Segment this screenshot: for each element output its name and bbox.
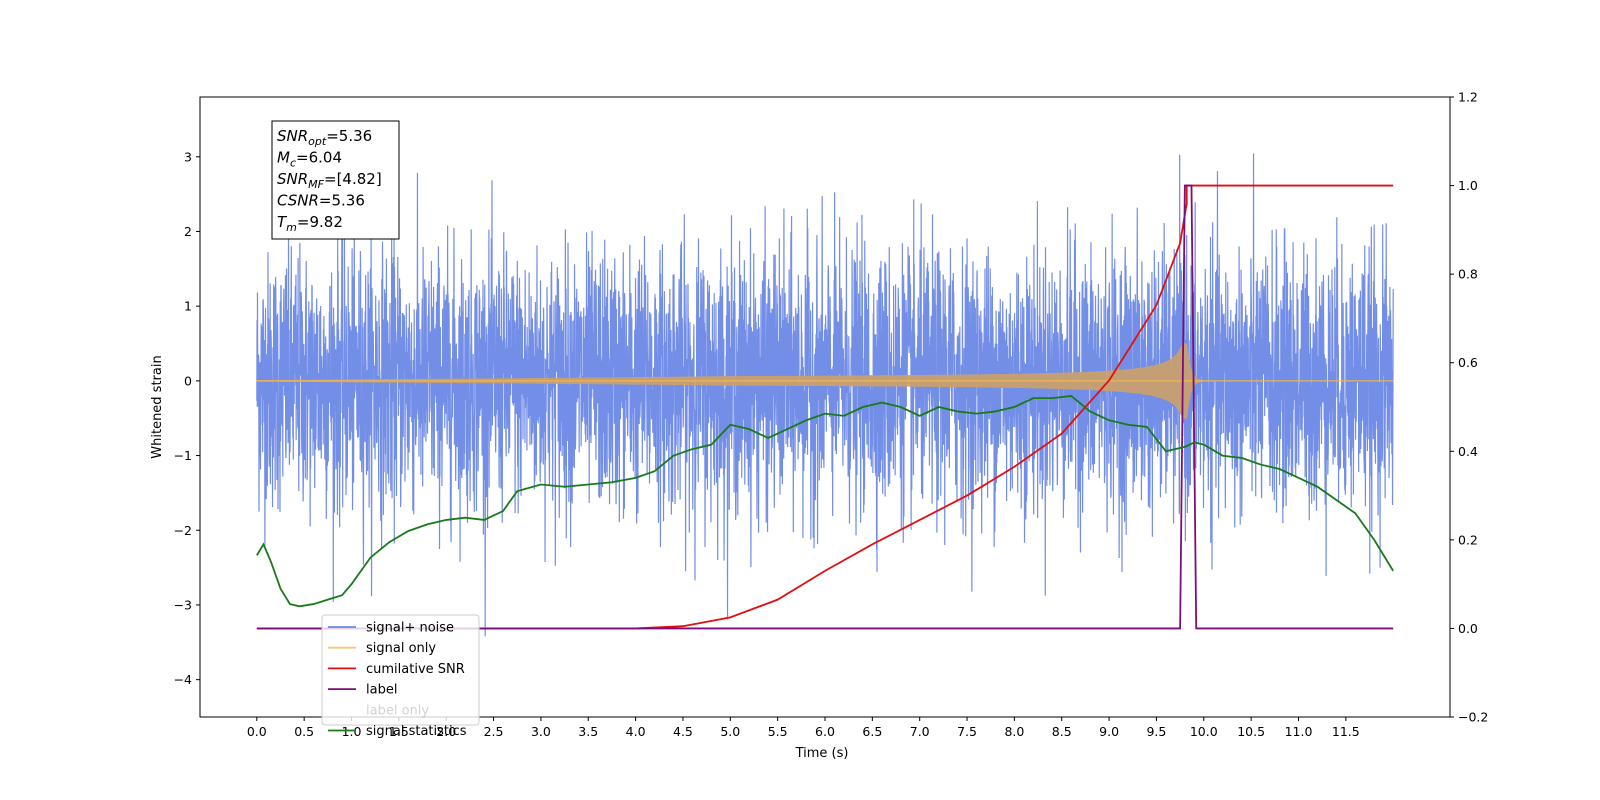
x-tick-label: 9.5 [1146,724,1166,739]
y-right-tick-label: 0.4 [1458,444,1478,459]
series-line-2 [256,184,1394,630]
x-tick-label: 6.0 [815,724,835,739]
y-tick-label: 3 [184,149,192,164]
y-tick-label: −2 [174,523,192,538]
legend-label: signal only [366,641,436,656]
axes: 0.0 0.5 1.0 1.5 2.0 2.5 3.0 3.5 4.0 4.5 5.0 5.5 6.0 6… [174,90,1489,740]
info-box-frame [271,120,400,240]
legend-label: signal statistics [366,724,467,739]
legend-label: label only [366,703,429,718]
y-right-tick-label: 0.8 [1458,267,1478,282]
x-tick-label: 9.0 [1099,724,1119,739]
x-tick-label: 4.0 [626,724,646,739]
series-line-3 [256,184,1394,630]
noise-trace [256,153,1394,637]
y-right-tick-label: 1.2 [1458,90,1478,105]
x-tick-label: 7.5 [957,724,977,739]
series-line-5 [256,394,1394,608]
y-tick-label: −1 [174,448,192,463]
y-right-tick-label: 1.0 [1458,178,1478,193]
x-tick-label: 3.0 [531,724,551,739]
x-tick-label: 8.5 [1052,724,1072,739]
x-tick-label: 5.5 [768,724,788,739]
x-tick-label: 2.0 [436,724,456,739]
signal-series [256,343,1394,419]
x-tick-label: 5.0 [720,724,740,739]
x-tick-label: 2.5 [484,724,504,739]
y-tick-label: 1 [184,299,192,314]
y-right-tick-label: 0.0 [1458,621,1478,636]
y-right-tick-label: 0.2 [1458,532,1478,547]
info-line: SNRopt=5.36 [277,127,372,148]
x-tick-label: 1.5 [389,724,409,739]
legend: signal+ noise signal only cumilative SNR la… [321,614,480,739]
line-series [256,184,1394,630]
x-tick-label: 7.0 [910,724,930,739]
legend-label: cumilative SNR [366,662,465,677]
info-line: SNRMF=[4.82] [277,170,382,191]
x-tick-label: 6.5 [862,724,882,739]
legend-label: signal+ noise [366,621,454,636]
y-tick-label: 0 [184,373,192,388]
x-tick-label: 0.0 [247,724,267,739]
info-line: Tm=9.82 [277,213,343,234]
noise-series [256,153,1394,637]
x-tick-label: 11.5 [1332,724,1360,739]
x-tick-label: 4.5 [673,724,693,739]
y-axis-label: Whitened strain [150,355,165,458]
x-tick-label: 1.0 [342,724,362,739]
x-tick-label: 3.5 [578,724,598,739]
y-tick-label: −3 [174,597,192,612]
x-tick-label: 10.5 [1237,724,1265,739]
x-tick-label: 0.5 [294,724,314,739]
legend-label: label [366,683,397,698]
x-tick-label: 11.0 [1285,724,1313,739]
x-tick-label: 10.0 [1190,724,1218,739]
y-right-tick-label: −0.2 [1458,710,1488,725]
y-tick-label: 2 [184,224,192,239]
x-tick-label: 8.0 [1004,724,1024,739]
x-axis-label: Time (s) [795,746,849,761]
legend-frame [321,614,480,726]
info-line: CSNR=5.36 [277,192,365,210]
y-tick-label: −4 [174,672,192,687]
y-right-tick-label: 0.6 [1458,355,1478,370]
info-line: Mc=6.04 [277,149,342,170]
